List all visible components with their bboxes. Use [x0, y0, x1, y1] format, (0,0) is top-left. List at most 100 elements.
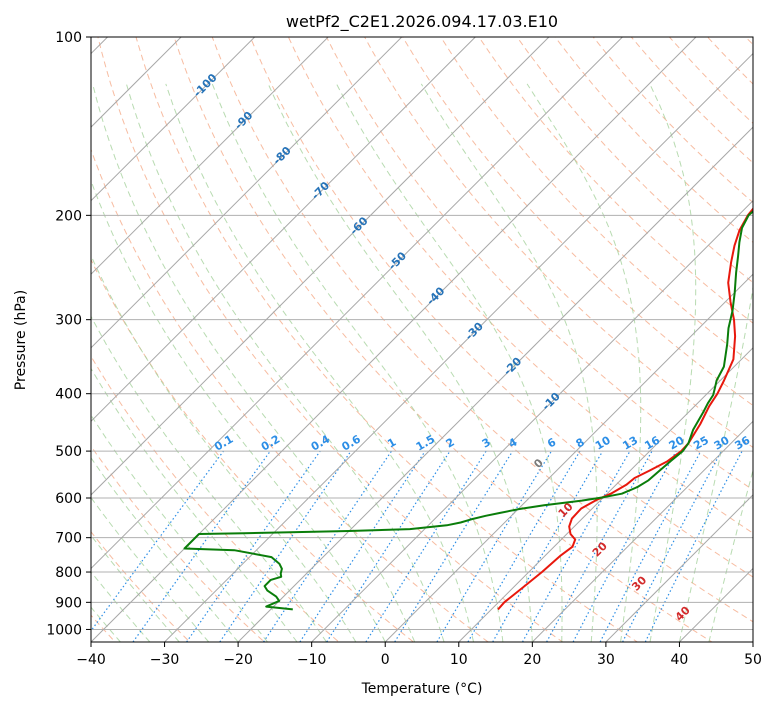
dewpoint-point: [264, 585, 266, 587]
dewpoint-point: [460, 522, 462, 524]
moist-adiabat-line: [420, 83, 598, 642]
isotherm-line: [91, 37, 550, 496]
temperature-point: [723, 380, 725, 382]
dewpoint-point: [266, 590, 268, 592]
dry-adiabat-line: [91, 531, 191, 642]
sounding-profiles: [183, 201, 764, 611]
dry-adiabat-line: [592, 37, 753, 204]
dewpoint-point: [296, 531, 298, 533]
moist-adiabat-line: [91, 456, 239, 642]
moist-adiabat-line: [92, 83, 416, 642]
y-tick-label: 500: [55, 444, 82, 460]
mixing-ratio-label: 3: [480, 436, 493, 451]
dewpoint-point: [728, 327, 730, 329]
mixing-ratio-line: [186, 450, 321, 642]
mixing-ratio-label: 16: [642, 433, 662, 452]
y-tick-label: 100: [55, 30, 82, 46]
x-tick-label: −20: [223, 652, 253, 668]
temperature-point: [572, 546, 574, 548]
mixing-ratio-line: [394, 450, 514, 642]
dewpoint-point: [603, 496, 605, 498]
dewpoint-point: [702, 411, 704, 413]
y-tick-label: 800: [55, 565, 82, 581]
y-tick-label: 700: [55, 531, 82, 547]
temperature-point: [570, 533, 572, 535]
dewpoint-point: [517, 508, 519, 510]
temperature-point: [734, 335, 736, 337]
dry-adiabat-line: [630, 37, 753, 164]
dewpoint-point: [658, 470, 660, 472]
dewpoint-point: [184, 548, 186, 550]
dry-adiabat-line: [91, 355, 340, 642]
moist-adiabat-line: [91, 496, 210, 642]
dry-adiabat-line: [440, 37, 753, 365]
mixing-ratio-label: 4: [506, 435, 519, 450]
dry-adiabat-line: [211, 37, 753, 623]
dewpoint-point: [748, 214, 750, 216]
mixing-ratio-lines: [91, 450, 743, 642]
dewpoint-point: [409, 528, 411, 530]
dewpoint-point: [621, 493, 623, 495]
isotherm-label: -60: [347, 214, 370, 237]
mixing-ratio-label: 0.2: [259, 433, 282, 454]
temperature-point: [571, 518, 573, 520]
isotherm-line: [237, 126, 753, 642]
moist-adiabat-line: [91, 254, 357, 642]
dry-adiabat-line: [364, 37, 753, 449]
dewpoint-point: [470, 518, 472, 520]
moist-adiabat-line: [125, 83, 445, 642]
moist-adiabat-label: 40: [673, 604, 693, 624]
mixing-ratio-line: [132, 450, 271, 642]
isotherm-line: [91, 37, 403, 349]
mixing-ratio-line: [521, 450, 631, 642]
dewpoint-point: [198, 533, 200, 535]
mixing-ratio-label: 10: [593, 433, 613, 452]
isotherm-label: -70: [309, 179, 332, 202]
isotherm-line: [458, 347, 753, 642]
mixing-ratio-line: [492, 450, 604, 642]
isotherm-label: -50: [386, 249, 409, 272]
mixing-ratio-label: 30: [712, 433, 732, 452]
temperature-point: [727, 282, 729, 284]
dewpoint-point: [726, 343, 728, 345]
x-tick-label: 30: [597, 652, 615, 668]
dewpoint-line: [183, 210, 753, 611]
mixing-ratio-label: 0.1: [212, 433, 235, 454]
moist-adiabat-line: [91, 414, 268, 642]
dewpoint-point: [762, 201, 764, 203]
dewpoint-point: [265, 606, 267, 608]
moist-adiabat-line: [91, 367, 298, 642]
temperature-point: [568, 525, 570, 527]
dewpoint-point: [233, 549, 235, 551]
dry-adiabat-line: [554, 37, 753, 243]
mixing-ratio-label: 0.4: [309, 432, 333, 453]
mixing-ratio-line: [326, 450, 451, 642]
dry-adiabat-line: [478, 37, 753, 324]
isotherm-label: -20: [501, 355, 524, 378]
temperature-point: [634, 477, 636, 479]
dry-adiabat-line: [91, 148, 489, 642]
dewpoint-point: [275, 596, 277, 598]
mixing-ratio-line: [91, 450, 224, 632]
temperature-point: [503, 601, 505, 603]
dewpoint-point: [707, 402, 709, 404]
mixing-ratio-label: 2: [444, 436, 457, 451]
dewpoint-point: [281, 568, 283, 570]
isotherm-line: [311, 199, 753, 642]
dewpoint-point: [279, 607, 281, 609]
dry-adiabat-line: [287, 37, 753, 534]
dry-adiabat-line: [707, 37, 753, 85]
dewpoint-point: [348, 530, 350, 532]
dewpoint-point: [636, 486, 638, 488]
mixing-ratio-label: 13: [620, 434, 640, 453]
dewpoint-point: [712, 394, 714, 396]
plot-area: -100-90-80-70-60-50-40-30-20-100.1 0.2 0.4…: [91, 37, 764, 642]
y-axis: 100 200 300 400 500 600 700 800 900 1000: [46, 30, 91, 638]
isotherm-line: [384, 273, 753, 642]
x-tick-label: −40: [76, 652, 106, 668]
dry-adiabat-line: [249, 37, 753, 578]
isotherm-line: [91, 37, 256, 202]
mixing-ratio-line: [436, 450, 553, 642]
temperature-point: [522, 587, 524, 589]
